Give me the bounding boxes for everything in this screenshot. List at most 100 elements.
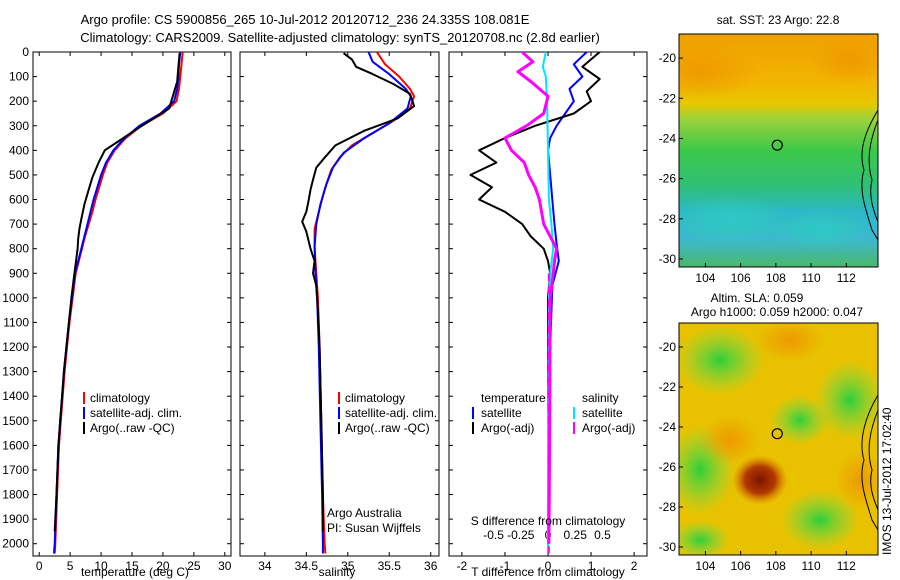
y-tick-label: 1900	[2, 512, 29, 526]
sla-patch	[770, 395, 830, 445]
annotation-argo-australia: Argo Australia	[327, 506, 402, 520]
map-x-tick-label: 106	[731, 271, 751, 285]
map-y-tick-label: -26	[659, 460, 677, 474]
salinity-series	[301, 52, 416, 554]
sst-cool-patch	[770, 210, 870, 250]
y-tick-label: 1200	[2, 340, 29, 354]
temperature-axes: 0100200300400500600700800900100011001200…	[2, 45, 232, 573]
top-tick-label: 0.25	[564, 528, 588, 542]
x-tick-label: 34	[258, 559, 272, 573]
salinity-legend: climatology satellite-adj. clim. Argo(..…	[327, 391, 437, 535]
x-tick-label: 10	[94, 559, 108, 573]
x-tick-label: 20	[156, 559, 170, 573]
map-x-tick-label: 110	[802, 559, 821, 573]
sla-map-axes: 104 106 108 110 112 -20 -22 -24 -26 -28 -30	[659, 340, 857, 573]
legend-label-s-argo: Argo(-adj)	[582, 421, 635, 435]
sla-patch	[755, 323, 825, 362]
series-line-3-0	[547, 52, 588, 554]
map-y-tick-label: -22	[659, 91, 677, 105]
coastline	[868, 409, 878, 511]
salinity-axis-label: salinity	[319, 565, 356, 579]
coastline	[861, 394, 878, 531]
map-y-tick-label: -30	[659, 252, 677, 266]
y-tick-label: 700	[9, 217, 29, 231]
difference-axis-label: T difference from climatology	[471, 565, 625, 579]
x-tick-label: 5	[67, 559, 74, 573]
x-tick-label: 35.5	[378, 559, 402, 573]
map-x-tick-label: 106	[731, 559, 751, 573]
sla-map-title-line2: Argo h1000: 0.059 h2000: 0.047	[691, 305, 863, 319]
legend-label-satellite: satellite-adj. clim.	[90, 406, 182, 420]
legend-label-argo: Argo(..raw -QC)	[345, 421, 430, 435]
sla-map-frame	[678, 322, 879, 556]
difference-series	[469, 52, 601, 554]
map-y-tick-label: -20	[659, 51, 677, 65]
sst-map	[679, 34, 878, 267]
map-y-tick-label: -28	[659, 212, 677, 226]
y-tick-label: 800	[9, 242, 29, 256]
sst-cool-patch	[679, 195, 790, 245]
sla-patch	[732, 455, 788, 505]
temperature-axis-label: temperature (deg C)	[81, 565, 189, 579]
y-tick-label: 1500	[2, 414, 29, 428]
argo-location-marker	[771, 428, 783, 440]
top-tick-label: 0.5	[594, 528, 611, 542]
map-y-tick-label: -22	[659, 380, 677, 394]
sla-patch	[835, 450, 878, 510]
map-x-tick-label: 104	[695, 271, 715, 285]
map-y-tick-label: -24	[659, 420, 677, 434]
salinity-axes: 34 34.5 35 35.5 36	[240, 51, 439, 573]
sla-patch	[700, 415, 760, 465]
x-tick-label: -1	[500, 559, 511, 573]
difference-top-axis-label: S difference from climatology	[471, 514, 626, 528]
map-x-tick-label: 110	[802, 271, 821, 285]
sla-map	[679, 323, 878, 555]
y-tick-label: 600	[9, 193, 29, 207]
annotation-pi: PI: Susan Wijffels	[327, 521, 421, 535]
coastline	[868, 119, 878, 223]
top-tick-label: -0.5	[483, 528, 504, 542]
salinity-plot-frame	[239, 51, 440, 557]
figure-title-line1: Argo profile: CS 5900856_265 10-Jul-2012…	[81, 12, 530, 27]
difference-legend: temperature satellite Argo(-adj) salinit…	[472, 391, 635, 435]
imos-timestamp: IMOS 13-Jul-2012 17:02:40	[880, 407, 894, 555]
y-tick-label: 2000	[2, 537, 29, 551]
legend-label-t-satellite: satellite	[481, 406, 522, 420]
sst-map-frame	[678, 33, 879, 268]
y-tick-label: 1300	[2, 365, 29, 379]
sst-map-title: sat. SST: 23 Argo: 22.8	[717, 13, 840, 27]
map-x-tick-label: 104	[695, 559, 715, 573]
legend-title-salinity: salinity	[582, 391, 619, 405]
map-x-tick-label: 108	[766, 271, 786, 285]
sla-patch	[780, 490, 860, 550]
temperature-series	[53, 52, 184, 554]
map-y-tick-label: -24	[659, 131, 677, 145]
series-line-2-0	[313, 52, 416, 554]
series-line-3-3	[503, 52, 559, 544]
legend-label-climatology: climatology	[90, 391, 150, 405]
y-tick-label: 900	[9, 266, 29, 280]
sst-warm-patch	[679, 40, 760, 100]
sla-patch	[679, 520, 730, 555]
argo-location-marker	[771, 139, 783, 151]
map-x-tick-label: 108	[766, 559, 786, 573]
map-x-tick-label: 112	[837, 559, 856, 573]
y-tick-label: 100	[9, 70, 29, 84]
y-tick-label: 200	[9, 94, 29, 108]
sla-patch	[815, 360, 878, 440]
y-tick-label: 1400	[2, 389, 29, 403]
series-line-2-1	[313, 52, 412, 554]
series-line-1-2	[53, 53, 181, 532]
series-line-2-2	[301, 52, 416, 532]
legend-label-s-satellite: satellite	[582, 406, 623, 420]
x-tick-label: 0	[545, 559, 552, 573]
y-tick-label: 1700	[2, 463, 29, 477]
y-tick-label: 1800	[2, 488, 29, 502]
x-tick-label: 1	[588, 559, 595, 573]
legend-title-temperature: temperature	[481, 391, 546, 405]
sst-map-axes: 104 106 108 110 112 -20 -22 -24 -26 -28 -30	[659, 51, 857, 285]
map-y-tick-label: -30	[659, 540, 677, 554]
top-tick-label: -0.25	[507, 528, 535, 542]
